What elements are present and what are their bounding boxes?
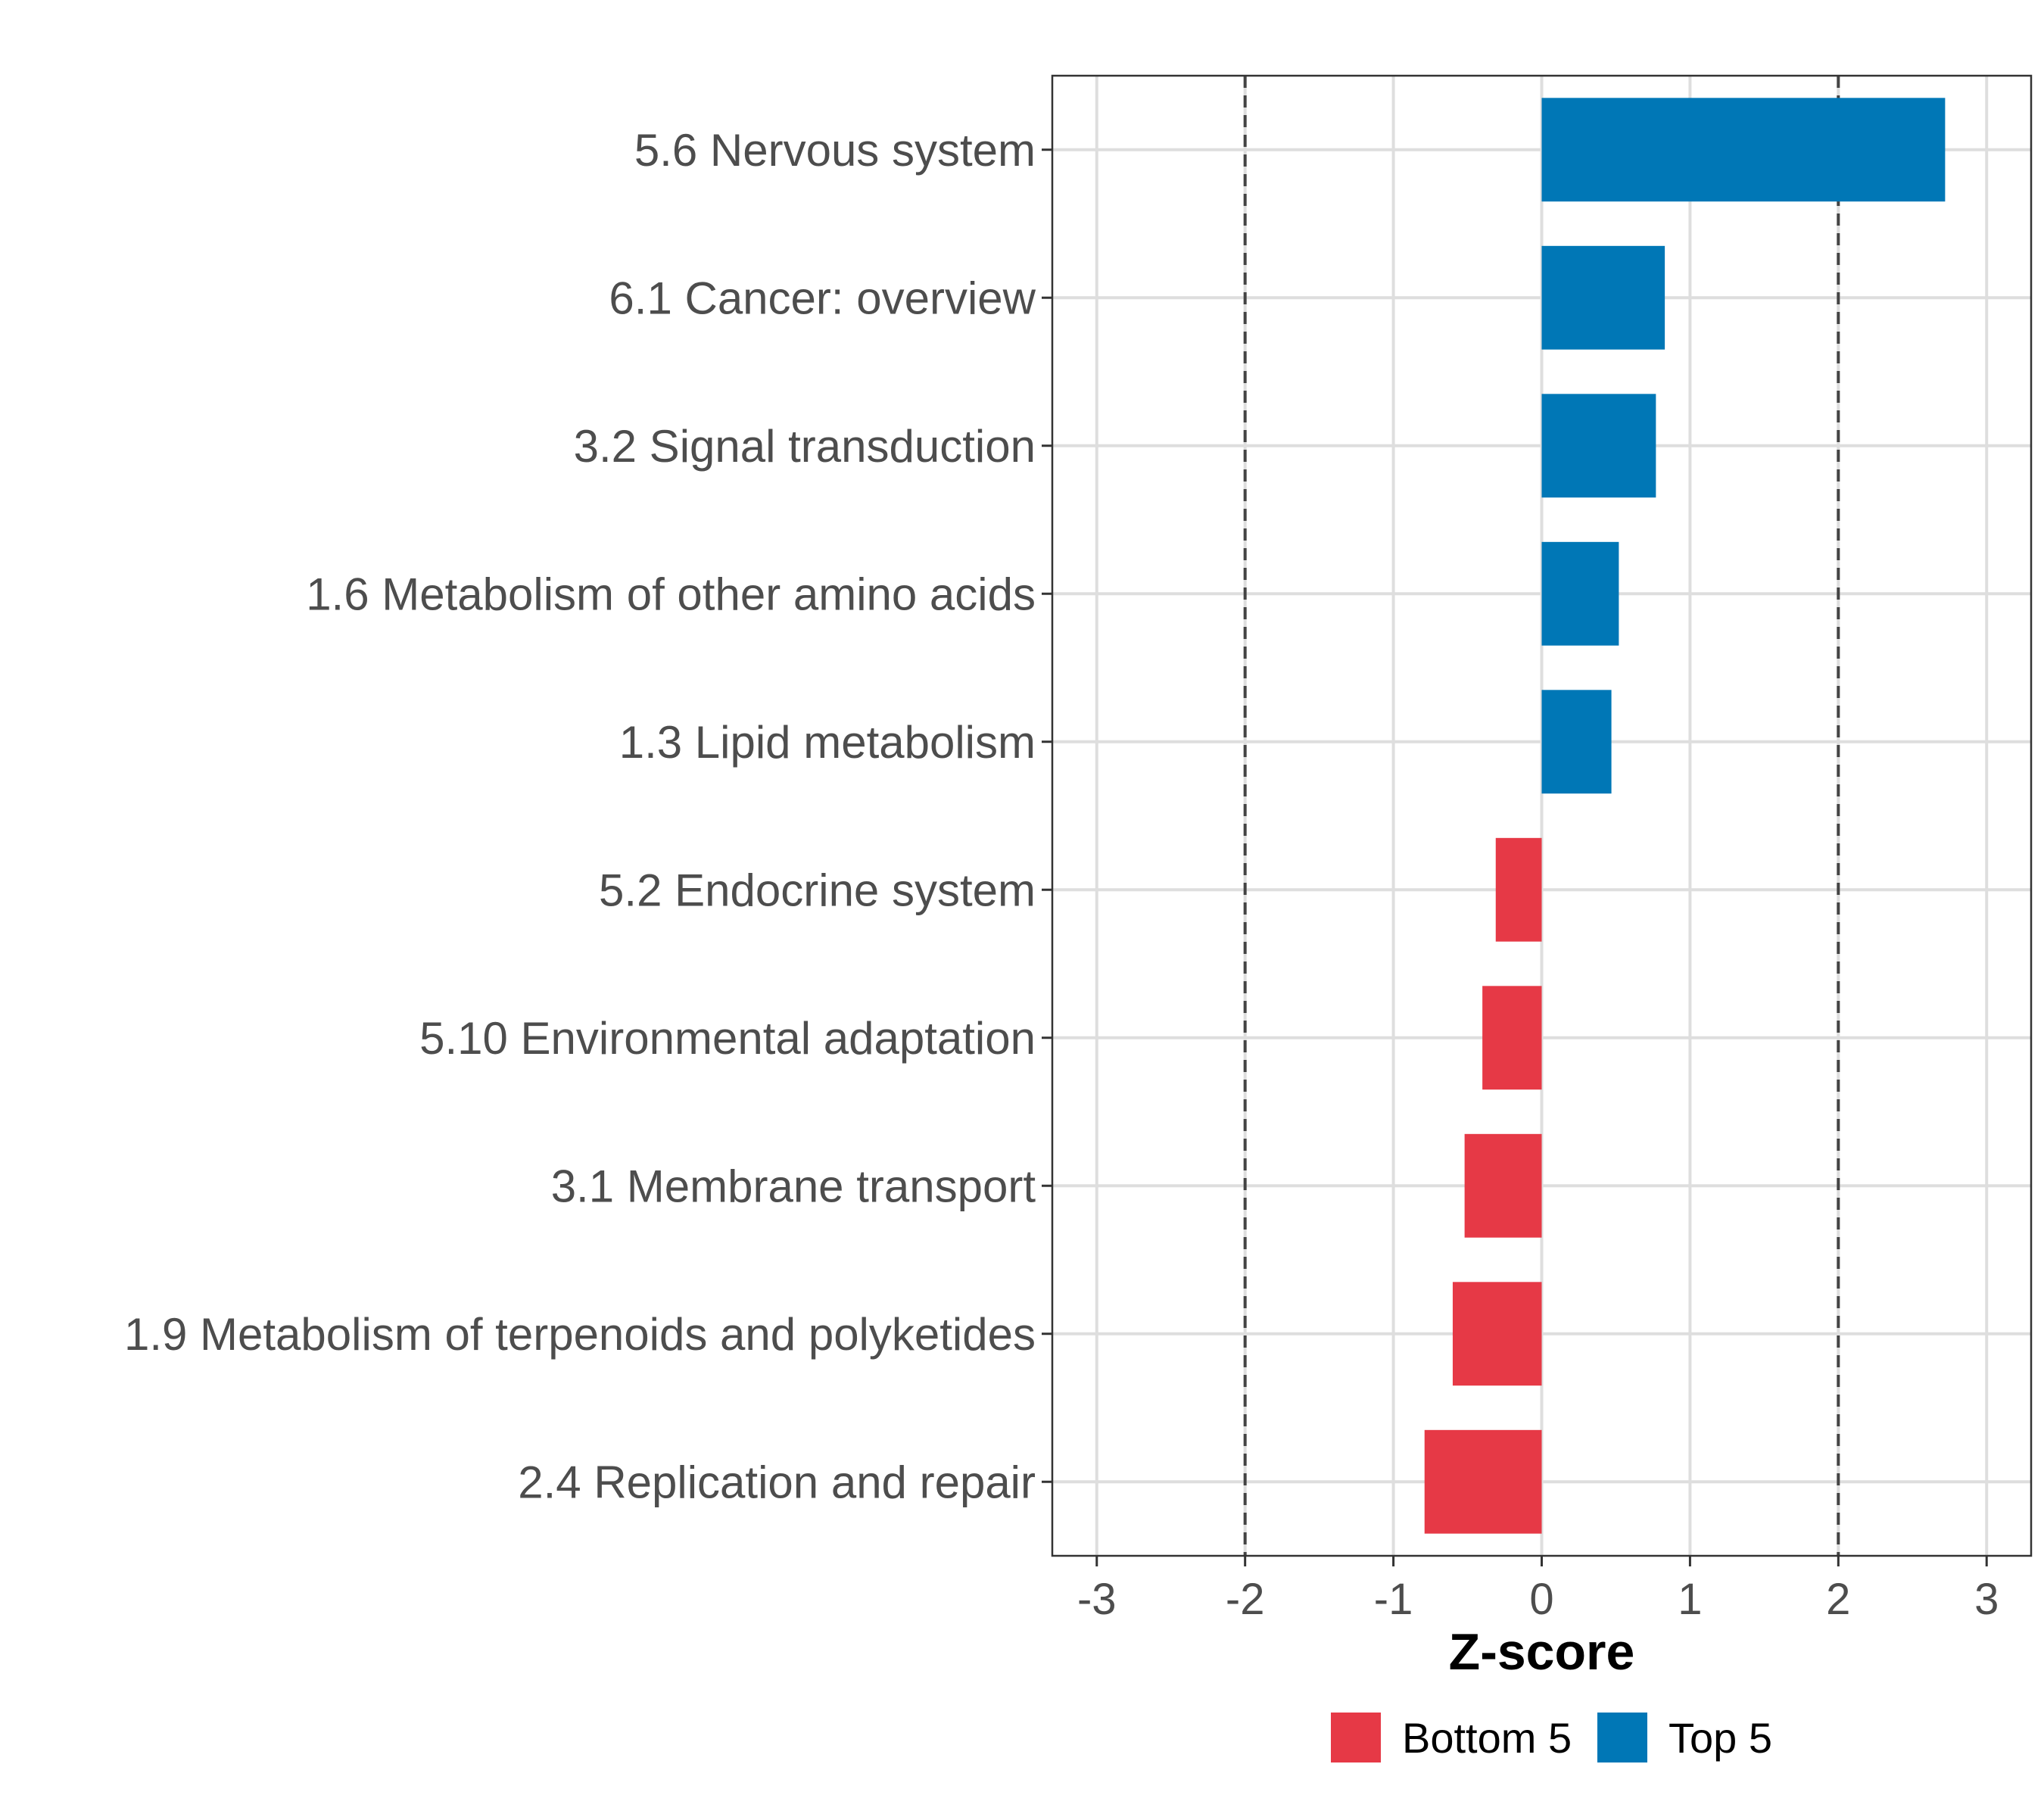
x-tick-label: 3 <box>1974 1575 1999 1624</box>
bar <box>1464 1133 1542 1238</box>
bar <box>1541 394 1656 498</box>
bar <box>1424 1429 1542 1534</box>
y-tick-label: 1.9 Metabolism of terpenoids and polyket… <box>124 1309 1036 1360</box>
y-tick-label: 3.2 Signal transduction <box>574 421 1036 472</box>
y-tick-label: 5.10 Environmental adaptation <box>419 1013 1036 1064</box>
y-tick-label: 6.1 Cancer: overview <box>609 273 1036 323</box>
bar <box>1482 986 1542 1090</box>
y-tick-label: 3.1 Membrane transport <box>551 1161 1036 1211</box>
bar <box>1495 837 1542 942</box>
legend-label: Bottom 5 <box>1402 1714 1572 1762</box>
y-tick-label: 5.6 Nervous system <box>634 125 1036 176</box>
x-tick-label: 1 <box>1678 1575 1702 1624</box>
bars <box>1424 98 1946 1534</box>
x-tick-label: -2 <box>1226 1575 1265 1624</box>
legend: Bottom 5 Top 5 <box>1331 1713 1772 1762</box>
bar <box>1541 245 1665 350</box>
reference-lines <box>1243 76 1840 1556</box>
x-tick-label: -1 <box>1374 1575 1413 1624</box>
y-tick-label: 5.2 Endocrine system <box>599 865 1036 915</box>
x-tick-label: 0 <box>1529 1575 1553 1624</box>
y-axis: 5.6 Nervous system 6.1 Cancer: overview 3.… <box>124 125 1052 1507</box>
bar <box>1541 690 1612 794</box>
legend-key <box>1331 1713 1381 1762</box>
bar <box>1541 541 1619 646</box>
bar <box>1541 98 1946 202</box>
legend-key <box>1597 1713 1647 1762</box>
x-axis-title: Z-score <box>1449 1623 1635 1681</box>
x-axis: -3 -2 -1 0 1 2 3 <box>1077 1556 1999 1624</box>
x-tick-label: 2 <box>1826 1575 1850 1624</box>
bar <box>1452 1282 1542 1386</box>
y-tick-label: 1.6 Metabolism of other amino acids <box>306 569 1036 619</box>
x-tick-label: -3 <box>1077 1575 1117 1624</box>
y-tick-label: 2.4 Replication and repair <box>518 1457 1036 1507</box>
legend-label: Top 5 <box>1669 1714 1772 1762</box>
y-tick-label: 1.3 Lipid metabolism <box>619 717 1036 768</box>
